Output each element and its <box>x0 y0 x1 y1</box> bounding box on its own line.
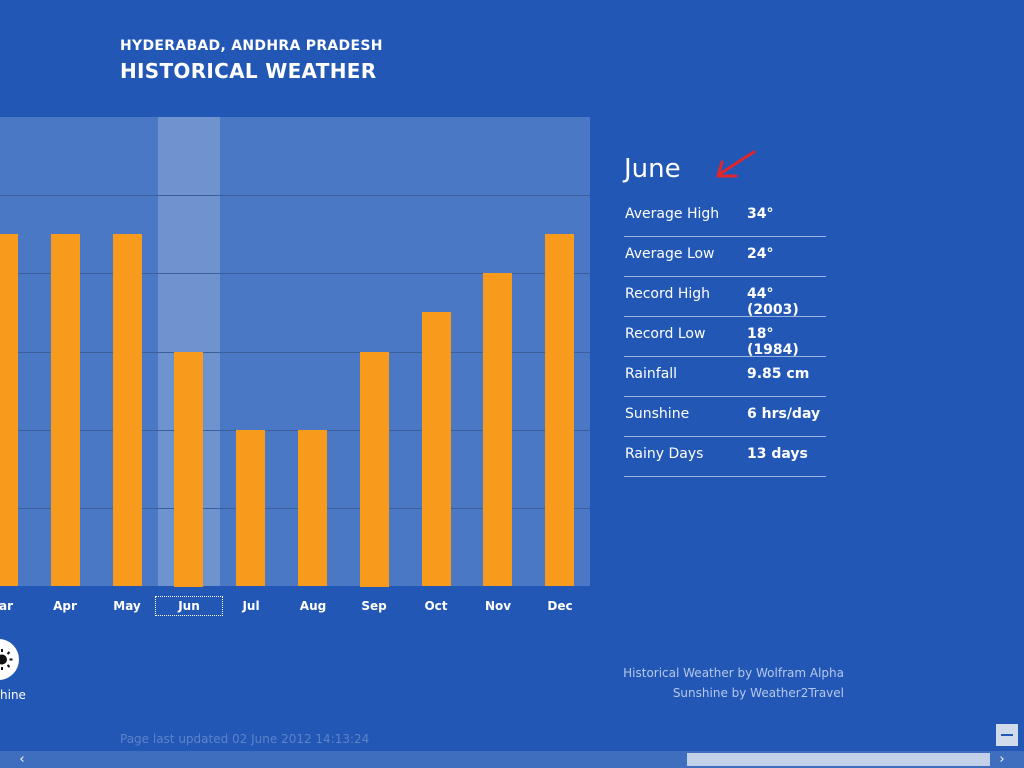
stat-label: Average Low <box>625 246 715 262</box>
bar-may[interactable] <box>113 234 142 586</box>
month-label-sep[interactable]: Sep <box>361 599 387 613</box>
bar-mar[interactable] <box>0 234 18 586</box>
stat-row: Record High 44° (2003) <box>624 276 826 318</box>
stat-value: 44° (2003) <box>747 286 799 318</box>
stat-label: Record Low <box>625 326 706 342</box>
month-label-mar[interactable]: lar <box>0 599 14 613</box>
bar-apr[interactable] <box>51 234 80 586</box>
gridline <box>0 273 590 274</box>
month-label-jul[interactable]: Jul <box>242 599 260 613</box>
bar-aug[interactable] <box>298 430 327 586</box>
stat-row: Sunshine 6 hrs/day <box>624 396 826 437</box>
gridline <box>0 430 590 431</box>
stat-row: Average High 34° <box>624 196 826 237</box>
bar-jun[interactable] <box>174 352 203 587</box>
bar-dec[interactable] <box>545 234 574 586</box>
last-updated-text: Page last updated 02 June 2012 14:13:24 <box>120 732 370 746</box>
sun-icon[interactable] <box>0 639 19 680</box>
stat-value: 34° <box>747 206 774 222</box>
month-label-dec[interactable]: Dec <box>547 599 573 613</box>
stat-row: Record Low 18° (1984) <box>624 316 826 358</box>
gridline <box>0 195 590 196</box>
stat-row: Rainfall 9.85 cm <box>624 356 826 397</box>
month-label-aug[interactable]: Aug <box>299 599 327 613</box>
month-label-may[interactable]: May <box>113 599 141 613</box>
page-title: HISTORICAL WEATHER <box>120 59 377 83</box>
zoom-out-button[interactable] <box>996 724 1018 746</box>
scroll-right-icon[interactable]: › <box>999 752 1005 767</box>
bar-nov[interactable] <box>483 273 512 586</box>
horizontal-scrollbar[interactable]: ‹ › <box>0 751 1024 768</box>
credit-wolfram[interactable]: Historical Weather by Wolfram Alpha <box>623 666 844 680</box>
stat-label: Record High <box>625 286 710 302</box>
stat-value: 18° (1984) <box>747 326 799 358</box>
stat-row: Average Low 24° <box>624 236 826 277</box>
minus-icon <box>1001 734 1013 736</box>
stat-value: 13 days <box>747 446 808 462</box>
bar-sep[interactable] <box>360 352 389 587</box>
stat-label: Sunshine <box>625 406 690 422</box>
scroll-left-icon[interactable]: ‹ <box>19 752 25 767</box>
stat-value: 24° <box>747 246 774 262</box>
bar-oct[interactable] <box>422 312 451 586</box>
stat-label: Average High <box>625 206 720 222</box>
scroll-thumb[interactable] <box>687 753 990 766</box>
stat-label: Rainy Days <box>625 446 704 462</box>
stat-value: 6 hrs/day <box>747 406 821 422</box>
gridline <box>0 352 590 353</box>
sunshine-toggle-label[interactable]: hine <box>0 688 26 702</box>
monthly-bar-chart <box>0 117 590 587</box>
selected-month-title: June <box>624 154 681 184</box>
annotation-arrow-icon <box>716 150 756 178</box>
location-label: HYDERABAD, ANDHRA PRADESH <box>120 38 383 54</box>
gridline <box>0 508 590 509</box>
credit-weather2travel[interactable]: Sunshine by Weather2Travel <box>672 686 844 700</box>
month-label-jun[interactable]: Jun <box>155 596 223 616</box>
stat-value: 9.85 cm <box>747 366 810 382</box>
month-label-apr[interactable]: Apr <box>53 599 77 613</box>
month-label-oct[interactable]: Oct <box>424 599 448 613</box>
stat-row: Rainy Days 13 days <box>624 436 826 477</box>
month-label-nov[interactable]: Nov <box>484 599 512 613</box>
bar-jul[interactable] <box>236 430 265 586</box>
stat-label: Rainfall <box>625 366 678 382</box>
